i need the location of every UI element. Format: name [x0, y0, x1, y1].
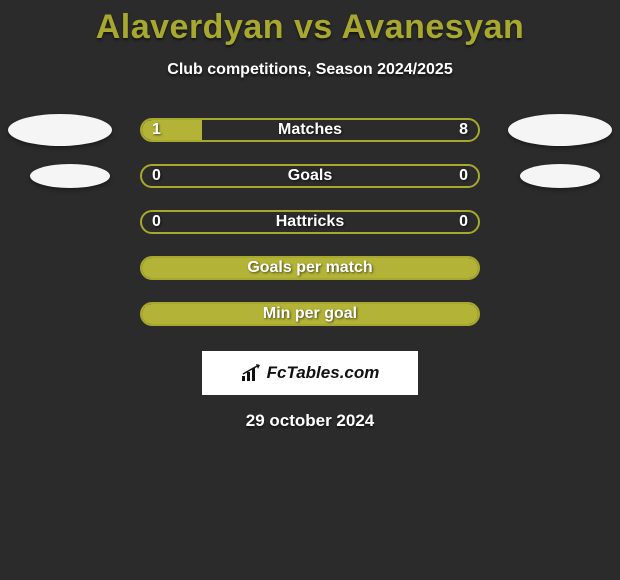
stats-rows: 1 Matches 8 0 Goals 0 0 Hattricks 0 Goal… [0, 107, 620, 337]
player-left-avatar [30, 164, 110, 188]
stat-bar: 0 Goals 0 [140, 164, 480, 188]
stat-row: Goals per match [0, 245, 620, 291]
comparison-subtitle: Club competitions, Season 2024/2025 [0, 61, 620, 79]
bar-chart-arrow-icon [241, 364, 263, 382]
brand-box: FcTables.com [202, 351, 418, 395]
stat-label: Goals per match [142, 259, 478, 277]
stat-row: 0 Goals 0 [0, 153, 620, 199]
player-right-avatar [508, 114, 612, 146]
stat-right-value: 0 [459, 167, 468, 185]
stat-bar: 1 Matches 8 [140, 118, 480, 142]
brand-text: FcTables.com [267, 363, 380, 383]
stat-row: 1 Matches 8 [0, 107, 620, 153]
stat-label: Matches [142, 121, 478, 139]
stat-label: Hattricks [142, 213, 478, 231]
player-left-avatar [8, 114, 112, 146]
comparison-title: Alaverdyan vs Avanesyan [0, 0, 620, 47]
stat-row: Min per goal [0, 291, 620, 337]
branding-container: FcTables.com [0, 351, 620, 395]
stat-bar: 0 Hattricks 0 [140, 210, 480, 234]
player-right-avatar [520, 164, 600, 188]
stat-label: Goals [142, 167, 478, 185]
stat-label: Min per goal [142, 305, 478, 323]
stat-row: 0 Hattricks 0 [0, 199, 620, 245]
stat-right-value: 0 [459, 213, 468, 231]
stat-bar: Goals per match [140, 256, 480, 280]
stat-bar: Min per goal [140, 302, 480, 326]
stat-right-value: 8 [459, 121, 468, 139]
snapshot-date: 29 october 2024 [0, 411, 620, 431]
